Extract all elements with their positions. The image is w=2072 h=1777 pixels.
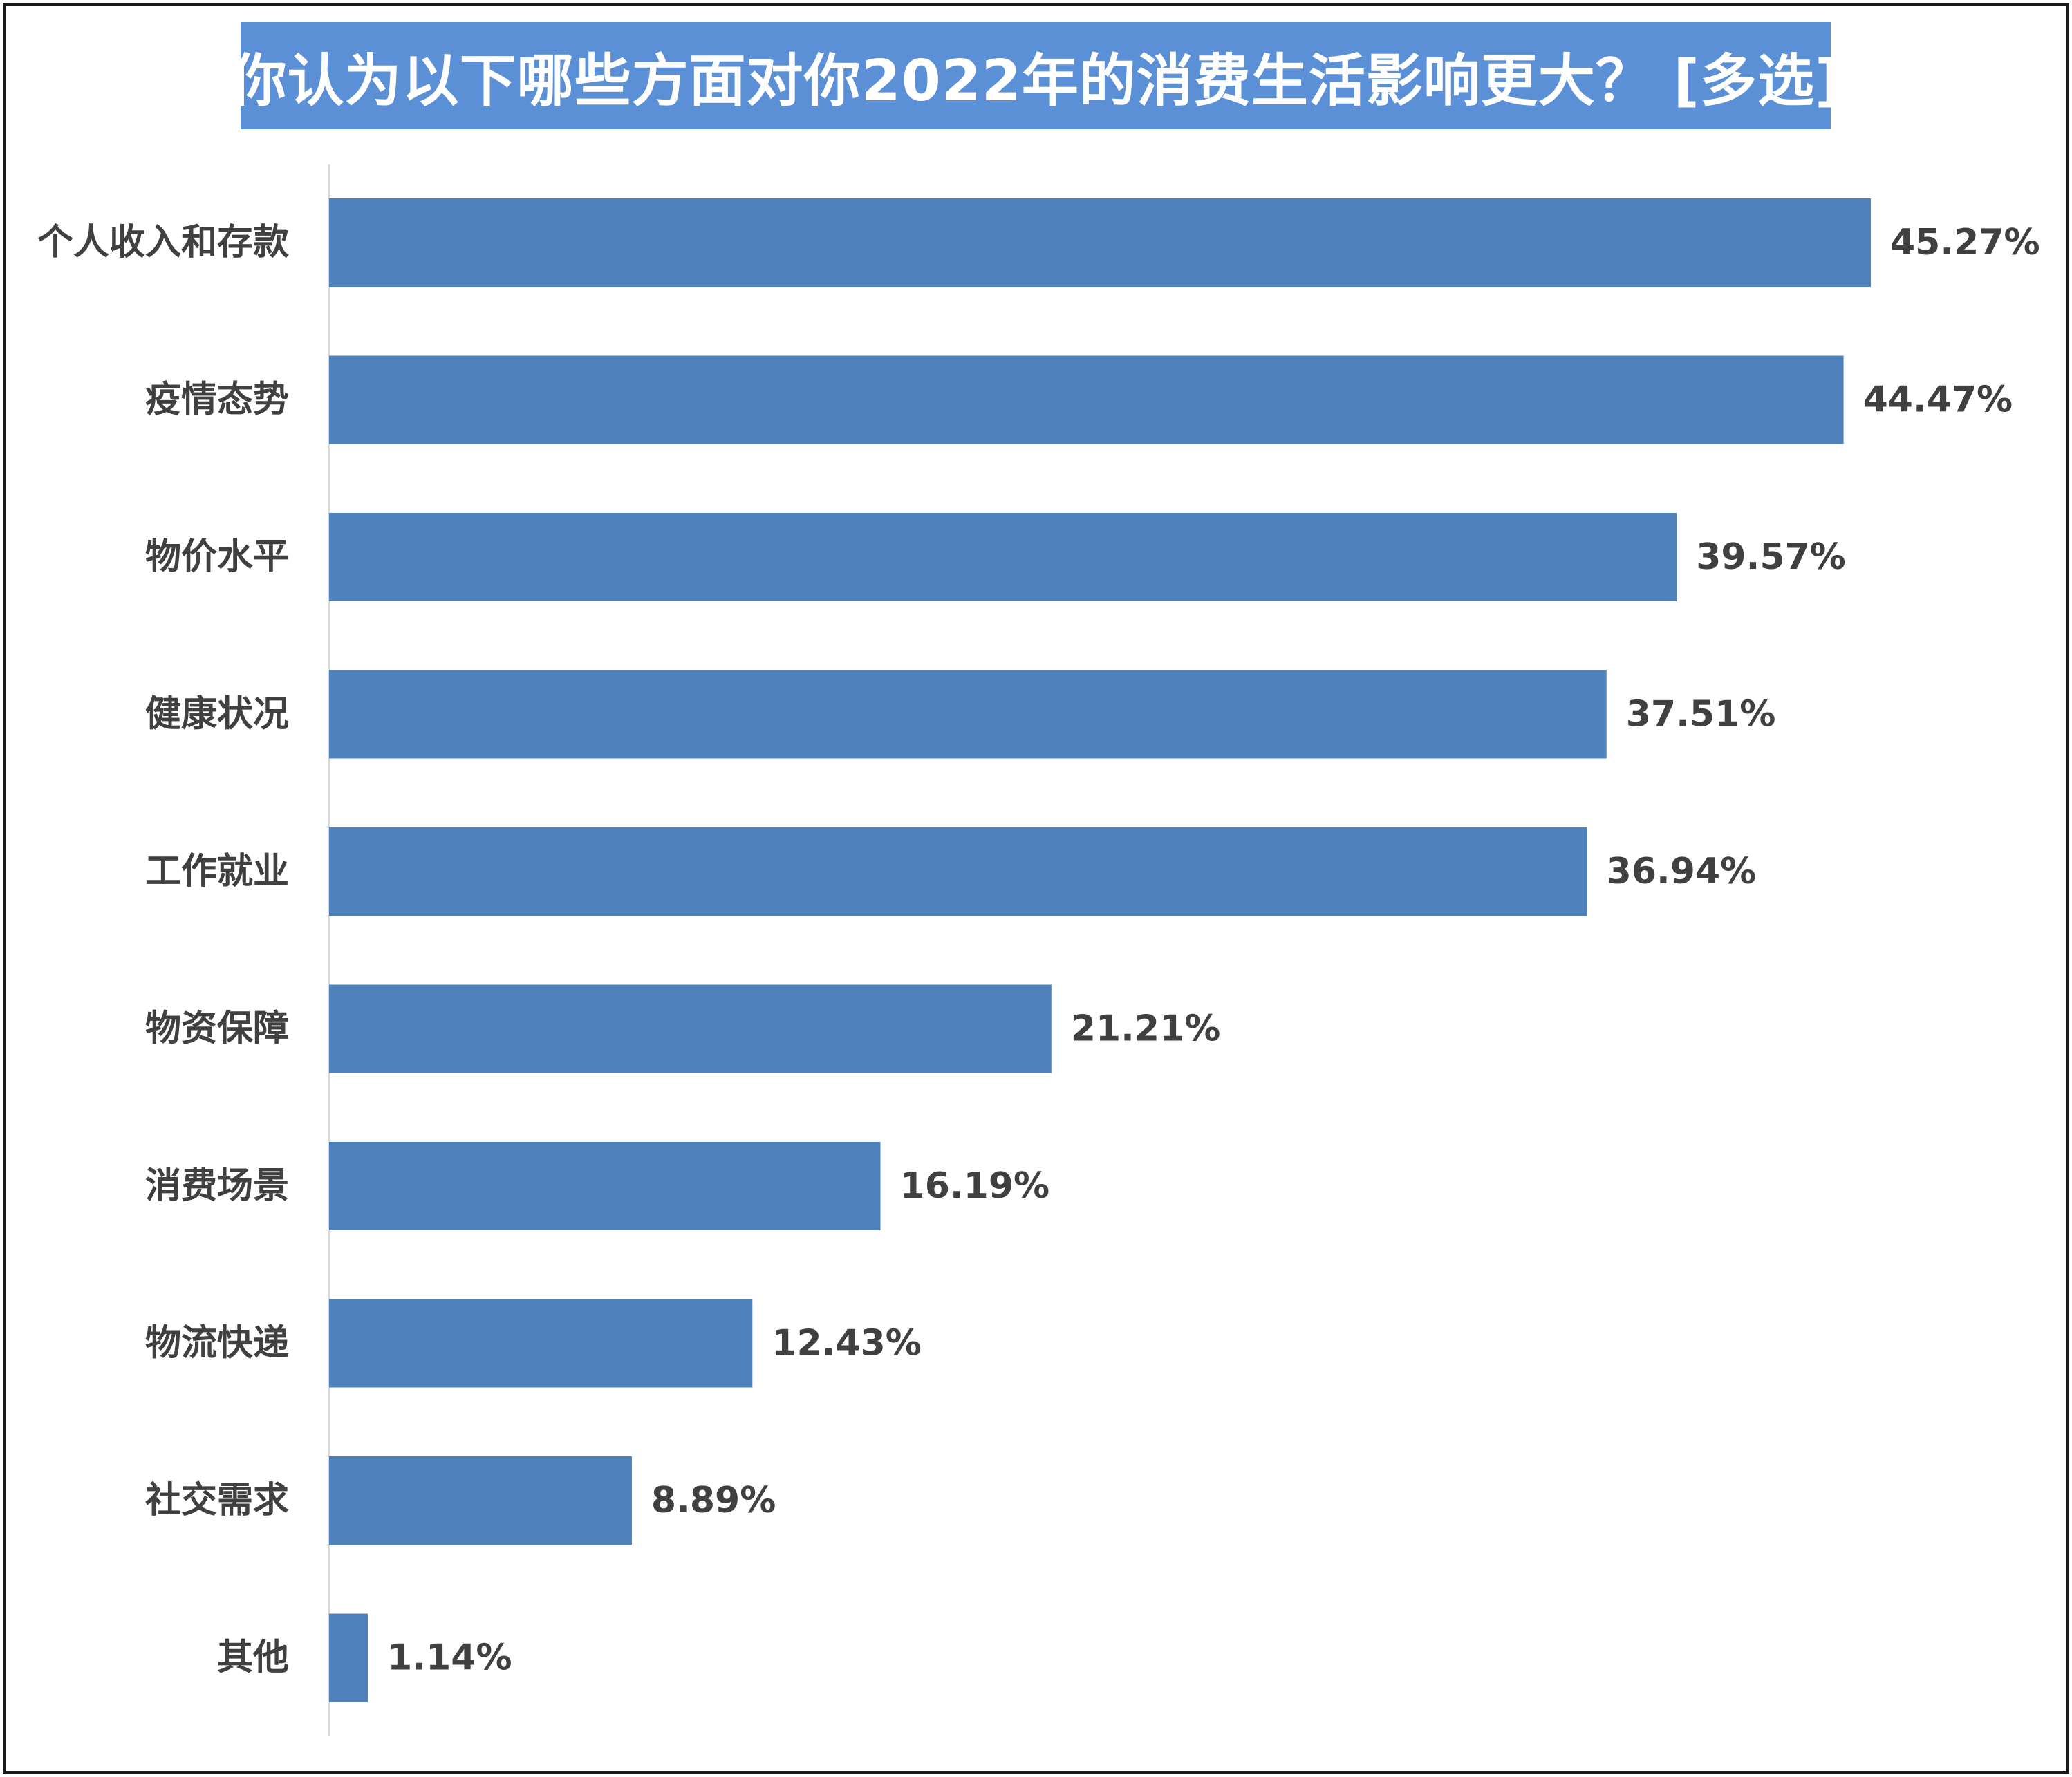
category-label-9: 其他 <box>217 1637 289 1679</box>
category-label-4: 工作就业 <box>145 851 289 892</box>
chart-title-banner: 你认为以下哪些方面对你2022年的消费生活影响更大？ [多选] <box>230 22 1840 129</box>
category-label-7: 物流快递 <box>145 1323 289 1364</box>
data-label-3: 37.51% <box>1626 694 1776 735</box>
bar-9 <box>329 1613 368 1702</box>
chart-title: 你认为以下哪些方面对你2022年的消费生活影响更大？ [多选] <box>230 48 1842 114</box>
category-label-1: 疫情态势 <box>145 379 289 421</box>
category-label-6: 消费场景 <box>145 1165 289 1207</box>
data-label-6: 16.19% <box>900 1165 1050 1207</box>
data-label-8: 8.89% <box>651 1480 776 1521</box>
data-label-9: 1.14% <box>387 1637 512 1679</box>
data-label-0: 45.27% <box>1890 222 2040 263</box>
bar-6 <box>329 1142 881 1230</box>
category-label-5: 物资保障 <box>145 1008 289 1050</box>
category-label-0: 个人收入和存款 <box>37 222 289 263</box>
data-label-1: 44.47% <box>1863 379 2013 421</box>
bars-layer <box>329 198 1871 1702</box>
category-label-2: 物价水平 <box>145 536 289 578</box>
bar-8 <box>329 1456 632 1545</box>
data-label-2: 39.57% <box>1696 536 1846 578</box>
bar-5 <box>329 984 1052 1073</box>
data-label-7: 12.43% <box>772 1323 922 1364</box>
category-label-8: 社交需求 <box>145 1480 289 1521</box>
bar-4 <box>329 827 1587 916</box>
category-label-3: 健康状况 <box>145 694 289 735</box>
bar-1 <box>329 355 1844 444</box>
data-labels-layer: 45.27% 44.47% 39.57% 37.51% 36.94% 21.21% 16.1… <box>387 222 2040 1679</box>
category-labels-layer: 个人收入和存款疫情态势物价水平健康状况工作就业物资保障消费场景物流快递社交需求其… <box>37 222 289 1679</box>
bar-3 <box>329 670 1607 759</box>
data-label-5: 21.21% <box>1071 1008 1221 1050</box>
bar-2 <box>329 513 1677 601</box>
data-label-4: 36.94% <box>1607 851 1757 892</box>
bar-7 <box>329 1299 753 1388</box>
bar-0 <box>329 198 1871 287</box>
